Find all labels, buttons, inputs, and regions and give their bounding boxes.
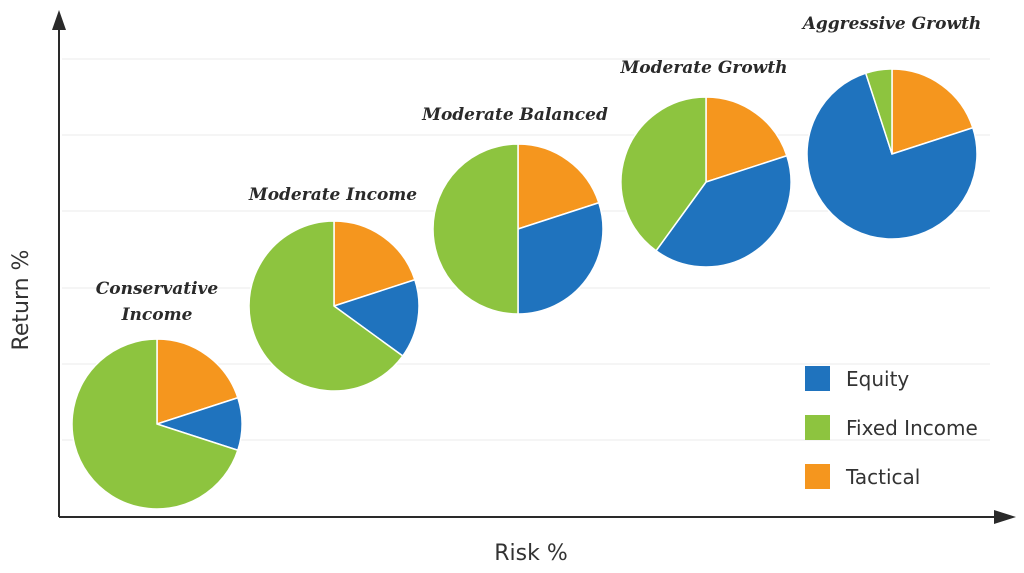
pie-label: Aggressive Growth (801, 14, 982, 34)
x-axis-title: Risk % (494, 541, 568, 566)
legend-label: Equity (846, 367, 909, 391)
pie-slice-fixed-income (248, 220, 404, 392)
pie-5: Aggressive Growth (801, 14, 982, 240)
pie-label: Moderate Growth (619, 58, 787, 78)
pie-slice-tactical (333, 220, 416, 308)
pie-slice-fixed-income (432, 143, 519, 315)
legend-swatch-fixed-income (805, 415, 830, 440)
pie-1: Conservative Income (71, 279, 243, 510)
pie-slice-fixed-income (620, 96, 707, 252)
legend-swatch-tactical (805, 464, 830, 489)
pie-slice-equity (654, 154, 792, 268)
legend-swatch-equity (805, 366, 830, 391)
pie-2: Moderate Income (248, 185, 420, 392)
legend: Equity Fixed Income Tactical (805, 366, 978, 489)
y-axis-arrow (52, 10, 66, 30)
y-axis-title: Return % (9, 250, 34, 351)
x-axis-arrow (994, 510, 1016, 524)
pie-slice-tactical (891, 68, 974, 156)
pie-charts: Conservative Income Moderate Income Moderat… (71, 14, 982, 510)
pie-slice-tactical (156, 338, 239, 426)
legend-label: Fixed Income (846, 416, 978, 440)
pie-slice-tactical (517, 143, 600, 231)
pie-label: Conservative (96, 279, 219, 299)
pie-3: Moderate Balanced (421, 105, 608, 315)
pie-slice-fixed-income (864, 68, 893, 155)
pie-slice-equity (332, 278, 420, 358)
pie-4: Moderate Growth (619, 58, 792, 268)
pie-slice-fixed-income (71, 338, 239, 510)
pie-slice-equity (806, 72, 978, 240)
pie-label: Moderate Income (248, 185, 417, 205)
pie-slice-tactical (705, 96, 788, 184)
pie-label: Moderate Balanced (421, 105, 608, 125)
legend-label: Tactical (845, 465, 920, 489)
pie-slice-equity (517, 201, 604, 315)
pie-label: Income (121, 305, 193, 325)
